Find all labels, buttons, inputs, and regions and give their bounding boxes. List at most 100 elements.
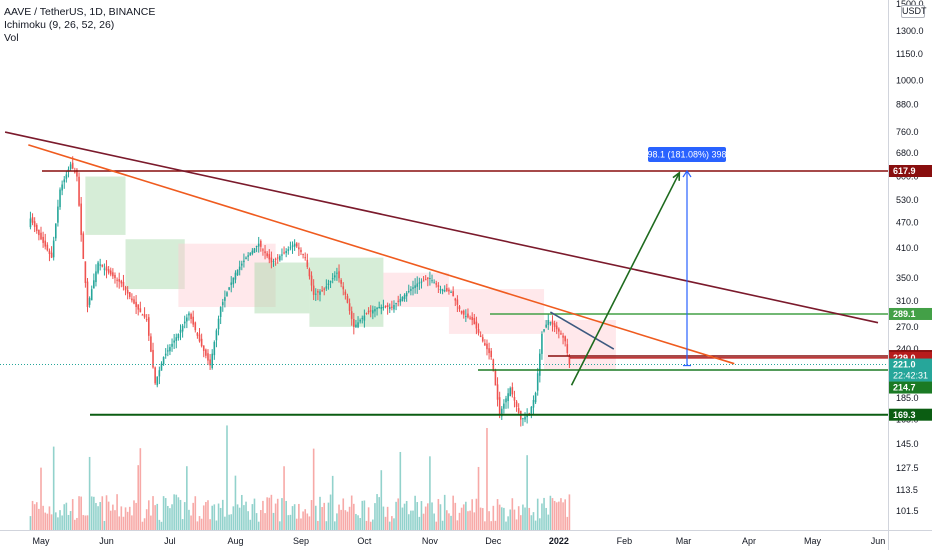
x-tick-label: Apr — [742, 536, 756, 546]
candle — [82, 231, 85, 260]
volume-bar — [160, 521, 163, 530]
volume-bar — [74, 519, 76, 530]
candle — [90, 285, 93, 301]
volume-bar — [103, 520, 106, 530]
candle — [507, 388, 509, 409]
candle — [283, 246, 285, 255]
volume-bar — [61, 515, 63, 530]
candle — [350, 306, 353, 326]
y-tick-label: 310.0 — [896, 296, 919, 306]
volume-bar — [374, 503, 376, 530]
volume-bar — [44, 512, 47, 530]
measure-label: 398.1 (181.08%) 3981 — [642, 150, 731, 160]
candle — [346, 293, 349, 304]
candle — [135, 295, 137, 314]
candle — [452, 286, 454, 297]
candle — [369, 305, 372, 318]
trendline[interactable] — [4, 131, 879, 324]
volume-bar — [143, 518, 146, 530]
volume-bar — [526, 455, 528, 530]
volume-bar — [376, 494, 378, 530]
volume-bar — [505, 521, 507, 530]
volume-bar — [156, 503, 159, 530]
volume-bar — [207, 500, 209, 530]
candle — [562, 332, 564, 345]
candle — [232, 277, 235, 288]
volume-bar — [266, 497, 268, 530]
symbol-title[interactable]: AAVE / TetherUS, 1D, BINANCE — [4, 6, 156, 18]
candle — [454, 297, 457, 307]
candle — [553, 320, 556, 333]
candle — [431, 274, 433, 284]
candle — [407, 284, 410, 294]
volume-bar — [346, 511, 349, 530]
volume-bar — [384, 516, 387, 530]
volume-bar — [285, 500, 287, 530]
y-tick-label: 470.0 — [896, 218, 919, 228]
volume-bar — [114, 510, 116, 530]
volume-bar — [167, 505, 169, 530]
volume-bar — [418, 516, 421, 530]
volume-bar — [344, 510, 347, 530]
candle — [213, 340, 216, 360]
volume-bar — [59, 510, 61, 530]
candle — [169, 344, 171, 356]
candle — [401, 296, 404, 302]
candle — [154, 366, 156, 385]
volume-bar — [171, 504, 173, 530]
volume-bar — [264, 513, 266, 530]
candle — [50, 246, 53, 259]
y-tick-label: 680.0 — [896, 148, 919, 158]
candle — [446, 283, 448, 292]
volume-bar — [545, 507, 547, 530]
candle — [179, 324, 182, 341]
price-tag-label: 214.7 — [893, 383, 916, 393]
candle — [262, 248, 264, 256]
volume-label[interactable]: Vol — [4, 32, 19, 44]
x-tick-label: Sep — [293, 536, 309, 546]
candle — [481, 334, 484, 343]
volume-bar — [78, 496, 80, 530]
volume-bar — [260, 510, 262, 530]
ichimoku-cloud — [85, 176, 616, 370]
volume-bar — [353, 503, 355, 530]
trendline[interactable] — [549, 311, 615, 350]
volume-bar — [410, 510, 412, 530]
currency-badge[interactable]: USDT — [901, 5, 927, 18]
x-tick-label: Aug — [227, 536, 243, 546]
projection-arrow[interactable] — [570, 172, 681, 386]
volume-bar — [388, 521, 391, 530]
candle — [147, 314, 150, 341]
x-tick-label: May — [32, 536, 50, 546]
candle — [418, 277, 421, 290]
projection-arrow-head — [672, 171, 681, 181]
candle — [101, 264, 104, 268]
candle — [175, 333, 178, 349]
volume-bar — [446, 510, 448, 530]
volume-bar — [240, 494, 243, 530]
candle — [458, 305, 461, 312]
candle — [363, 309, 366, 328]
cloud-band — [125, 239, 185, 290]
candle — [488, 342, 490, 360]
indicator-label[interactable]: Ichimoku (9, 26, 52, 26) — [4, 19, 115, 31]
volume-bar — [488, 511, 490, 530]
volume-bar — [230, 514, 233, 530]
candle — [386, 302, 389, 315]
trendline[interactable] — [28, 144, 735, 365]
volume-bar — [112, 504, 114, 530]
volume-bar — [458, 512, 461, 530]
candle — [103, 263, 106, 276]
candle — [494, 368, 497, 386]
volume-bar — [500, 507, 503, 530]
volume-bar — [279, 521, 281, 530]
candle — [236, 269, 239, 276]
y-tick-label: 240.0 — [896, 344, 919, 354]
volume-bar — [272, 512, 275, 530]
candle — [382, 299, 385, 311]
volume-bar — [331, 475, 334, 530]
volume-bar — [124, 507, 127, 530]
drawings[interactable]: 398.1 (181.08%) 3981 — [0, 131, 888, 416]
volume-bar — [306, 513, 309, 530]
